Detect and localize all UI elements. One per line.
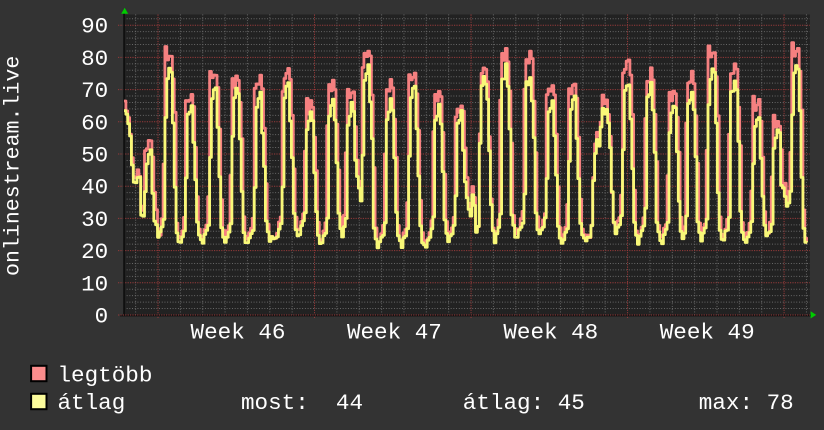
svg-text:Week 47: Week 47: [347, 320, 442, 346]
svg-text:átlag: átlag: [58, 390, 126, 416]
svg-text:átlag: 45: átlag: 45: [463, 390, 585, 416]
svg-text:10: 10: [81, 271, 108, 297]
svg-text:60: 60: [81, 110, 108, 136]
svg-text:20: 20: [81, 239, 108, 265]
svg-text:Week 46: Week 46: [191, 320, 286, 346]
svg-text:40: 40: [81, 175, 108, 201]
svg-text:70: 70: [81, 78, 108, 104]
svg-text:legtöbb: legtöbb: [58, 363, 153, 389]
svg-text:50: 50: [81, 143, 108, 169]
svg-text:max: 78: max: 78: [699, 390, 794, 416]
svg-text:Week 48: Week 48: [503, 320, 598, 346]
svg-text:most: 44: most: 44: [241, 390, 363, 416]
svg-text:0: 0: [95, 304, 109, 330]
svg-text:Week 49: Week 49: [660, 320, 755, 346]
svg-text:90: 90: [81, 14, 108, 40]
svg-text:onlinestream.live: onlinestream.live: [2, 56, 26, 276]
svg-text:30: 30: [81, 207, 108, 233]
svg-text:80: 80: [81, 46, 108, 72]
